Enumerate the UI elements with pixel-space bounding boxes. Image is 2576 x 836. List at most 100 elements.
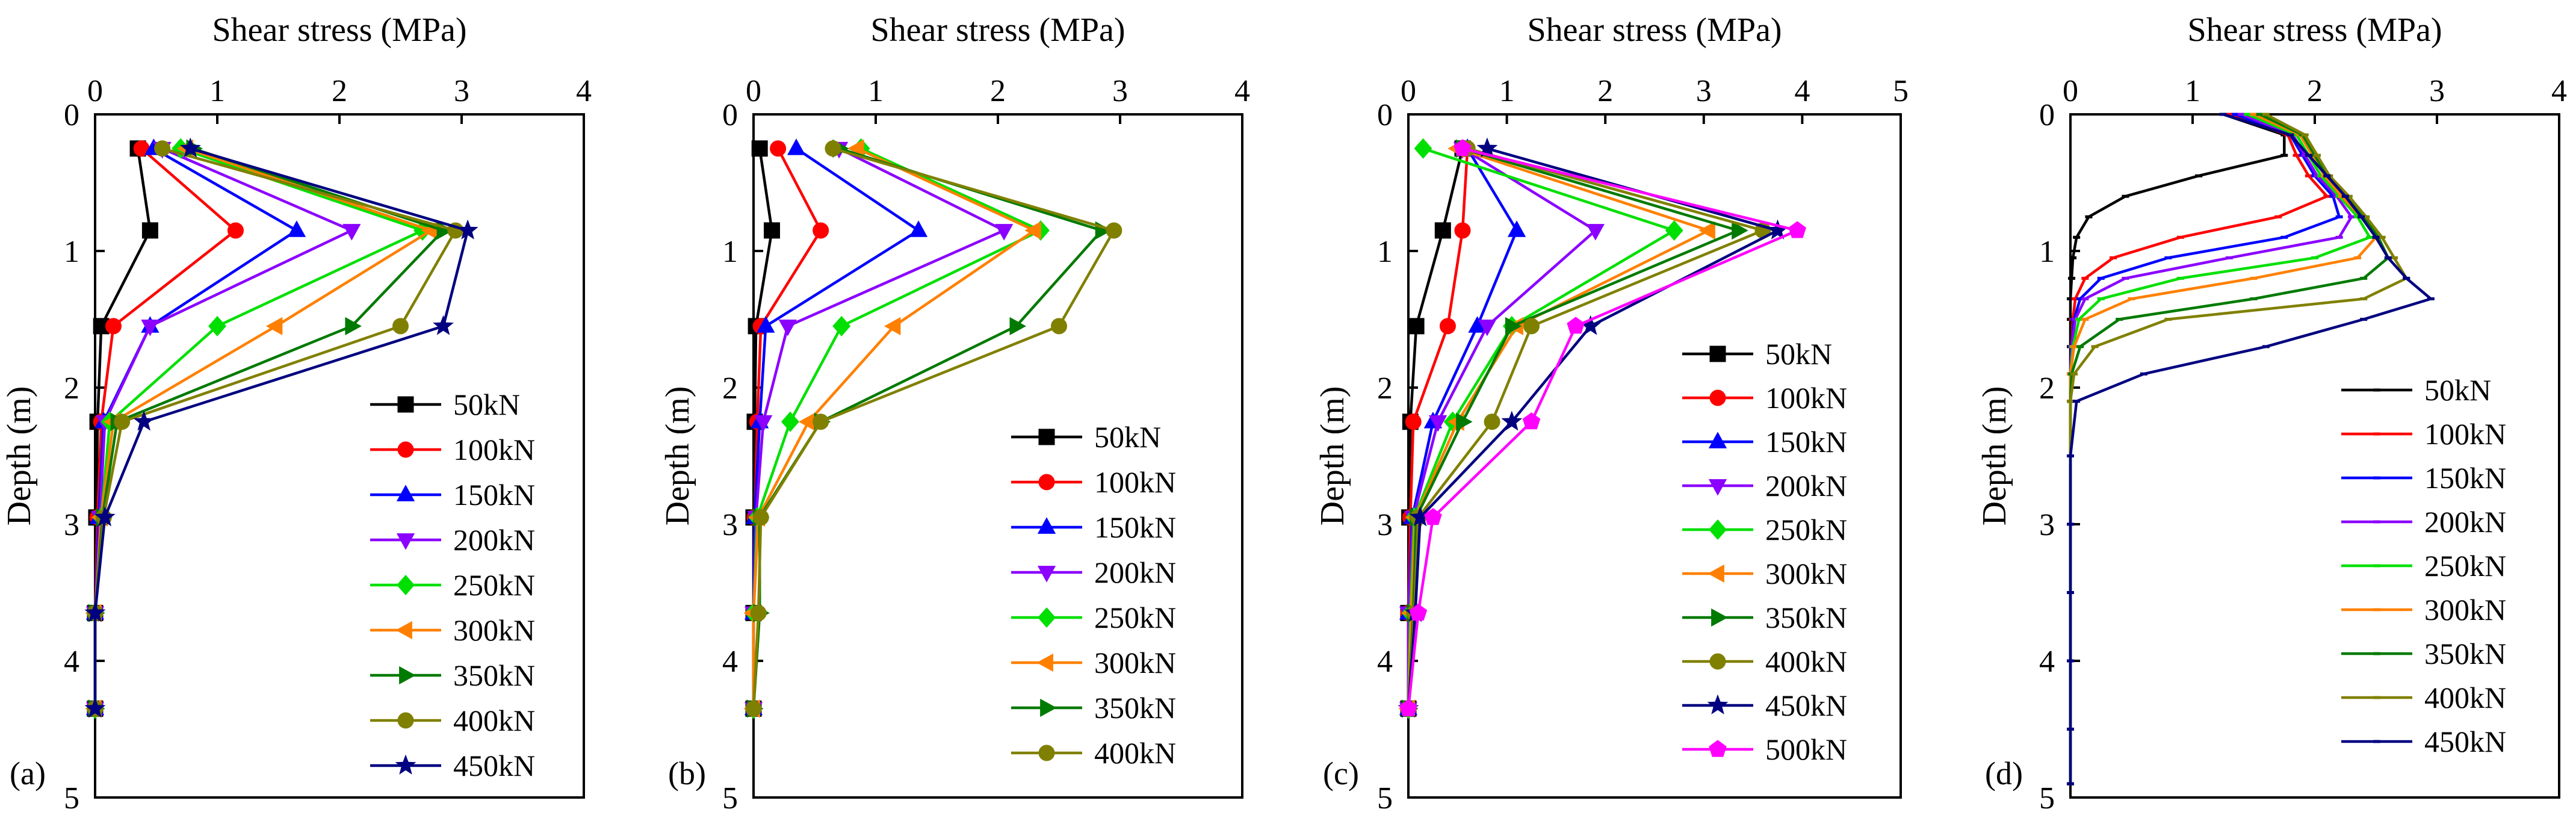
legend-label: 50kN [2424,373,2491,407]
data-point [754,415,773,432]
legend-entry: 50kN [1011,420,1161,454]
series-400kN [745,140,1122,717]
legend-label: 100kN [2424,417,2506,451]
data-point [345,317,362,335]
y-tick-label: 1 [722,235,738,269]
legend-entry: 200kN [2341,505,2506,539]
legend-marker [395,621,412,640]
data-point [909,220,928,237]
data-point [813,222,829,239]
data-point [995,224,1014,241]
legend-entry: 50kN [2341,373,2491,407]
legend-label: 350kN [2424,637,2506,670]
y-tick-label: 0 [2039,98,2055,132]
legend-entry: 50kN [370,388,520,421]
data-point [757,316,775,333]
x-tick-label: 4 [1234,74,1250,108]
series-line [2069,113,2371,784]
data-point [1456,412,1473,431]
legend-entry: 100kN [370,433,535,466]
plot-frame [1407,113,1902,799]
data-point [1567,317,1585,334]
legend-marker [1708,479,1727,496]
y-tick-label: 2 [1377,371,1393,406]
panel-label: (b) [668,755,706,791]
y-tick-label: 1 [2039,235,2055,269]
legend-entry: 500kN [1682,732,1847,766]
y-tick-label: 4 [1377,645,1393,679]
legend-label: 50kN [1765,337,1832,371]
data-point [1484,413,1500,430]
x-tick-label: 3 [1112,74,1128,108]
legend-entry: 350kN [370,658,535,692]
series-line [2069,113,2329,784]
series-line [2069,113,2377,784]
data-point [208,315,226,336]
series-line [752,147,1036,709]
data-point [105,318,122,335]
data-point [227,222,244,239]
data-point [154,140,171,157]
series-500kN [1399,139,1806,716]
legend-label: 400kN [1094,736,1176,770]
data-point [1009,317,1027,335]
x-tick-label: 3 [1696,74,1712,108]
y-tick-label: 0 [722,98,738,132]
x-tick-label: 3 [2429,74,2445,108]
data-point [1478,320,1497,336]
x-tick-label: 0 [746,74,761,108]
x-axis-title: Shear stress (MPa) [1527,11,1782,49]
x-tick-label: 2 [2307,74,2323,108]
x-axis-title: Shear stress (MPa) [2187,11,2442,49]
legend-label: 200kN [1765,469,1847,503]
x-tick-label: 4 [1794,74,1810,108]
data-point [1409,603,1428,621]
legend-entry: 350kN [1011,691,1176,725]
legend-marker [1711,608,1728,627]
series-line [2069,113,2433,784]
legend-marker [397,712,414,729]
data-point [1788,221,1806,238]
data-point [1106,222,1122,239]
series-200kN [744,141,1014,719]
data-point [1414,138,1432,159]
y-tick-label: 5 [722,781,738,816]
data-point [1665,220,1683,241]
legend-label: 300kN [2424,593,2506,627]
series-line [2069,113,2390,784]
x-tick-label: 0 [2063,74,2078,108]
y-tick-label: 5 [2039,781,2055,816]
legend-label: 250kN [1094,601,1176,634]
legend-label: 150kN [1765,425,1847,459]
legend-label: 300kN [1094,646,1176,680]
data-point [832,315,851,336]
legend-label: 50kN [1094,420,1161,454]
legend-entry: 150kN [370,478,535,512]
data-point [778,320,797,336]
legend-label: 400kN [2424,681,2506,714]
legend-marker [1709,519,1727,540]
data-point [764,222,780,239]
data-point [457,219,478,240]
series-line [2069,113,2353,784]
data-point [141,222,158,239]
legend-label: 200kN [2424,505,2506,539]
panel-label: (c) [1323,755,1359,791]
data-point [813,413,829,430]
legend-marker [1036,653,1053,672]
data-point [770,140,787,157]
y-axis-title: Depth (m) [1314,386,1351,526]
chart-panel-3: 0 1 2 3 4 5 0 1 2 3 4 5 Shear stress (MPa) Depth (m) (… [1314,11,1909,816]
series-150kN [2067,113,2343,785]
legend-marker [1707,694,1729,714]
chart-panel-1: 0 1 2 3 4 0 1 2 3 4 5 Shear stress (MPa) Depth (m) (a… [1,11,592,816]
y-tick-label: 2 [2039,371,2055,406]
y-tick-label: 3 [1377,508,1393,542]
legend-label: 450kN [453,749,535,782]
y-tick-label: 5 [1377,781,1393,816]
legend-marker [1038,745,1055,761]
panel-label: (d) [1985,755,2023,791]
data-point [1586,224,1605,241]
series-300kN [2067,113,2380,785]
